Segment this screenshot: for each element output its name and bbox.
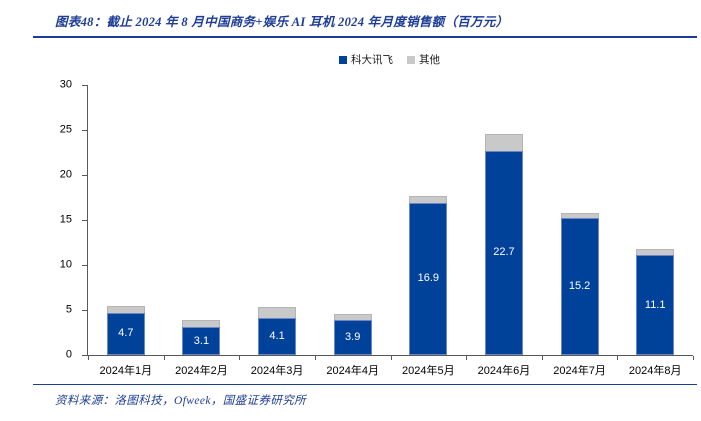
plot-area: 4.7 2024年1月 3.1 2024年2月 4.1 2024年3月 3.9 2024年4月…	[82, 84, 694, 377]
x-axis-label: 2024年4月	[326, 365, 379, 377]
bar-stack: 15.2	[560, 212, 599, 355]
source-note: 资料来源：洛图科技，Ofweek，国盛证券研究所	[55, 395, 307, 407]
legend-label: 科大讯飞	[351, 54, 393, 66]
category-cell: 3.1 2024年2月	[164, 85, 240, 377]
y-tick-mark	[82, 129, 87, 131]
bar-stack: 11.1	[636, 248, 675, 355]
legend-item-kedaxunfei: 科大讯飞	[339, 52, 393, 67]
bar-stack: 3.1	[182, 319, 221, 355]
y-tick-label: 10	[59, 258, 72, 271]
bar-stack: 16.9	[409, 195, 448, 355]
y-tick-mark	[82, 264, 87, 266]
bar-stack: 4.1	[258, 307, 297, 355]
bar-segment-kedaxunfei: 3.1	[182, 327, 221, 355]
bar-segment-kedaxunfei: 4.7	[106, 312, 145, 355]
bar-value-label: 4.7	[118, 327, 134, 340]
legend-swatch-blue	[339, 55, 347, 64]
bar-value-label: 11.1	[644, 298, 666, 311]
category-cell: 16.9 2024年5月	[391, 85, 467, 377]
bar-segment-kedaxunfei: 11.1	[636, 255, 675, 355]
x-tick-mark	[693, 356, 694, 360]
category-cell: 22.7 2024年6月	[466, 85, 542, 377]
x-axis-label: 2024年1月	[99, 365, 153, 377]
bar-segment-other	[333, 313, 372, 320]
x-tick-mark	[390, 356, 392, 360]
bar-value-label: 4.1	[269, 330, 285, 343]
bar-segment-other	[484, 133, 523, 151]
x-tick-mark	[466, 356, 468, 360]
bar-segment-kedaxunfei: 15.2	[560, 218, 599, 355]
x-tick-mark	[617, 356, 619, 360]
chart-legend: 科大讯飞 其他	[87, 52, 692, 67]
category-cell: 4.1 2024年3月	[239, 85, 315, 377]
y-tick-label: 5	[65, 303, 72, 316]
y-tick-label: 15	[59, 213, 72, 226]
y-tick-label: 0	[65, 348, 72, 361]
bar-value-label: 22.7	[493, 246, 515, 259]
bar-value-label: 3.9	[345, 330, 361, 343]
bar-segment-kedaxunfei: 3.9	[333, 319, 372, 355]
x-tick-mark	[239, 356, 241, 360]
category-cell: 3.9 2024年4月	[315, 85, 391, 377]
x-tick-mark	[314, 356, 316, 360]
y-tick-label: 30	[59, 78, 72, 91]
y-tick-mark	[82, 354, 87, 356]
category-cell: 11.1 2024年8月	[617, 85, 693, 377]
legend-label: 其他	[419, 54, 440, 66]
chart-title: 图表48：截止 2024 年 8 月中国商务+娱乐 AI 耳机 2024 年月度…	[55, 15, 509, 29]
bar-segment-kedaxunfei: 4.1	[258, 318, 297, 355]
bar-value-label: 16.9	[417, 272, 440, 285]
x-tick-mark	[88, 356, 89, 360]
bar-segment-other	[182, 319, 221, 328]
legend-swatch-gray	[407, 55, 415, 64]
x-axis-label: 2024年7月	[553, 365, 606, 377]
x-axis-label: 2024年6月	[477, 365, 531, 377]
x-axis-label: 2024年8月	[628, 365, 682, 377]
category-cell: 15.2 2024年7月	[542, 85, 618, 377]
bar-stack: 22.7	[484, 133, 523, 355]
bar-segment-other	[560, 212, 599, 219]
footer-divider-line	[33, 384, 697, 385]
y-tick-label: 20	[59, 168, 72, 181]
bar-segment-other	[409, 195, 448, 203]
x-tick-mark	[163, 356, 165, 360]
x-tick-mark	[541, 356, 543, 360]
x-axis-label: 2024年3月	[250, 365, 304, 377]
y-tick-mark	[82, 219, 87, 221]
x-axis-label: 2024年5月	[402, 365, 455, 377]
y-tick-label: 25	[59, 123, 72, 136]
bar-segment-other	[636, 248, 675, 256]
bar-value-label: 15.2	[568, 280, 591, 293]
x-axis-label: 2024年2月	[175, 365, 228, 377]
bar-segment-other	[258, 307, 297, 319]
bar-segment-kedaxunfei: 22.7	[484, 150, 523, 355]
bar-stack: 4.7	[106, 305, 145, 355]
y-axis: 0 5 10 15 20 25 30	[38, 79, 80, 360]
y-tick-mark	[82, 84, 87, 86]
y-tick-mark	[82, 309, 87, 311]
y-tick-mark	[82, 174, 87, 176]
bar-value-label: 3.1	[193, 334, 210, 347]
legend-item-other: 其他	[407, 52, 440, 67]
category-cell: 4.7 2024年1月	[88, 85, 164, 377]
categories-row: 4.7 2024年1月 3.1 2024年2月 4.1 2024年3月 3.9 2024年4月…	[88, 85, 693, 377]
title-divider-line	[33, 36, 697, 38]
bar-stack: 3.9	[333, 313, 372, 355]
bar-segment-other	[106, 305, 145, 313]
bar-segment-kedaxunfei: 16.9	[409, 202, 448, 355]
